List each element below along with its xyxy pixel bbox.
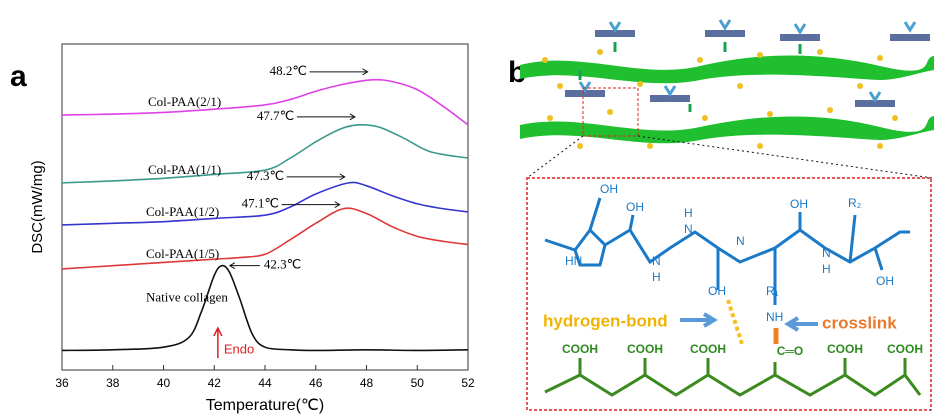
atom: OH xyxy=(600,182,618,196)
figure: a Temperature(℃) DSC(mW/mg) b OH OH H N … xyxy=(0,0,934,416)
x-tick-label: 38 xyxy=(106,376,120,390)
series-label: Native collagen xyxy=(146,289,228,304)
series-label: Col-PAA(2/1) xyxy=(148,94,221,109)
hydrogen-bond-line xyxy=(728,300,742,344)
panel-label: a xyxy=(10,60,27,93)
atom: R₂ xyxy=(848,196,862,210)
x-tick-label: 44 xyxy=(258,376,272,390)
x-axis-label: Temperature(℃) xyxy=(206,397,324,414)
atom: N xyxy=(652,254,661,268)
schematic: b OH OH H N OH R₂ HN N H N N H OH OH R₁ … xyxy=(508,20,934,410)
zoom-line xyxy=(527,136,932,178)
peak-label: 47.3℃ xyxy=(247,168,284,183)
fiber xyxy=(520,56,934,84)
peak-arrow xyxy=(287,174,345,180)
y-axis-label: DSC(mW/mg) xyxy=(29,160,46,253)
group-label: COOH xyxy=(690,342,726,356)
arrow xyxy=(680,314,714,326)
x-tick-label: 48 xyxy=(360,376,374,390)
endo-label: Endo xyxy=(224,341,254,356)
atom: N xyxy=(736,234,745,248)
atom: H xyxy=(652,270,661,284)
atom: OH xyxy=(876,274,894,288)
arrow xyxy=(788,318,818,330)
series-label: Col-PAA(1/2) xyxy=(146,204,219,219)
endo-arrow xyxy=(214,328,222,358)
x-tick-label: 40 xyxy=(157,376,171,390)
x-tick-label: 52 xyxy=(461,376,475,390)
atom: H xyxy=(822,262,831,276)
crosslink-label: crosslink xyxy=(822,313,897,332)
peak-label: 47.7℃ xyxy=(257,108,294,123)
carbonyl-label: C═O xyxy=(777,344,804,358)
atom: N xyxy=(684,222,693,236)
x-tick-label: 42 xyxy=(208,376,222,390)
group-label: COOH xyxy=(627,342,663,356)
group-label: COOH xyxy=(887,342,923,356)
series-label: Col-PAA(1/5) xyxy=(146,246,219,261)
peak-arrow xyxy=(310,69,368,75)
group-label: COOH xyxy=(827,342,863,356)
dsc-curve xyxy=(62,266,468,351)
detail-box xyxy=(527,178,931,410)
peak-arrow xyxy=(230,263,260,269)
atom: R₁ xyxy=(766,284,779,298)
peak-label: 47.1℃ xyxy=(242,196,279,211)
atom: H xyxy=(684,206,693,220)
x-tick-label: 46 xyxy=(309,376,323,390)
fiber xyxy=(520,116,934,143)
x-tick-label: 50 xyxy=(411,376,425,390)
series-label: Col-PAA(1/1) xyxy=(148,162,221,177)
x-tick-label: 36 xyxy=(55,376,69,390)
peak-arrow xyxy=(297,114,355,120)
backbone xyxy=(545,198,910,305)
peak-label: 42.3℃ xyxy=(264,257,301,272)
atom: OH xyxy=(790,197,808,211)
peak-label: 48.2℃ xyxy=(270,63,307,78)
atom: OH xyxy=(626,200,644,214)
atom: N xyxy=(822,246,831,260)
atom: OH xyxy=(708,284,726,298)
atom: NH xyxy=(766,310,783,324)
polymer-chain xyxy=(545,358,920,395)
hydrogen-bond-label: hydrogen-bond xyxy=(543,311,668,330)
atom: HN xyxy=(565,254,582,268)
group-label: COOH xyxy=(562,342,598,356)
